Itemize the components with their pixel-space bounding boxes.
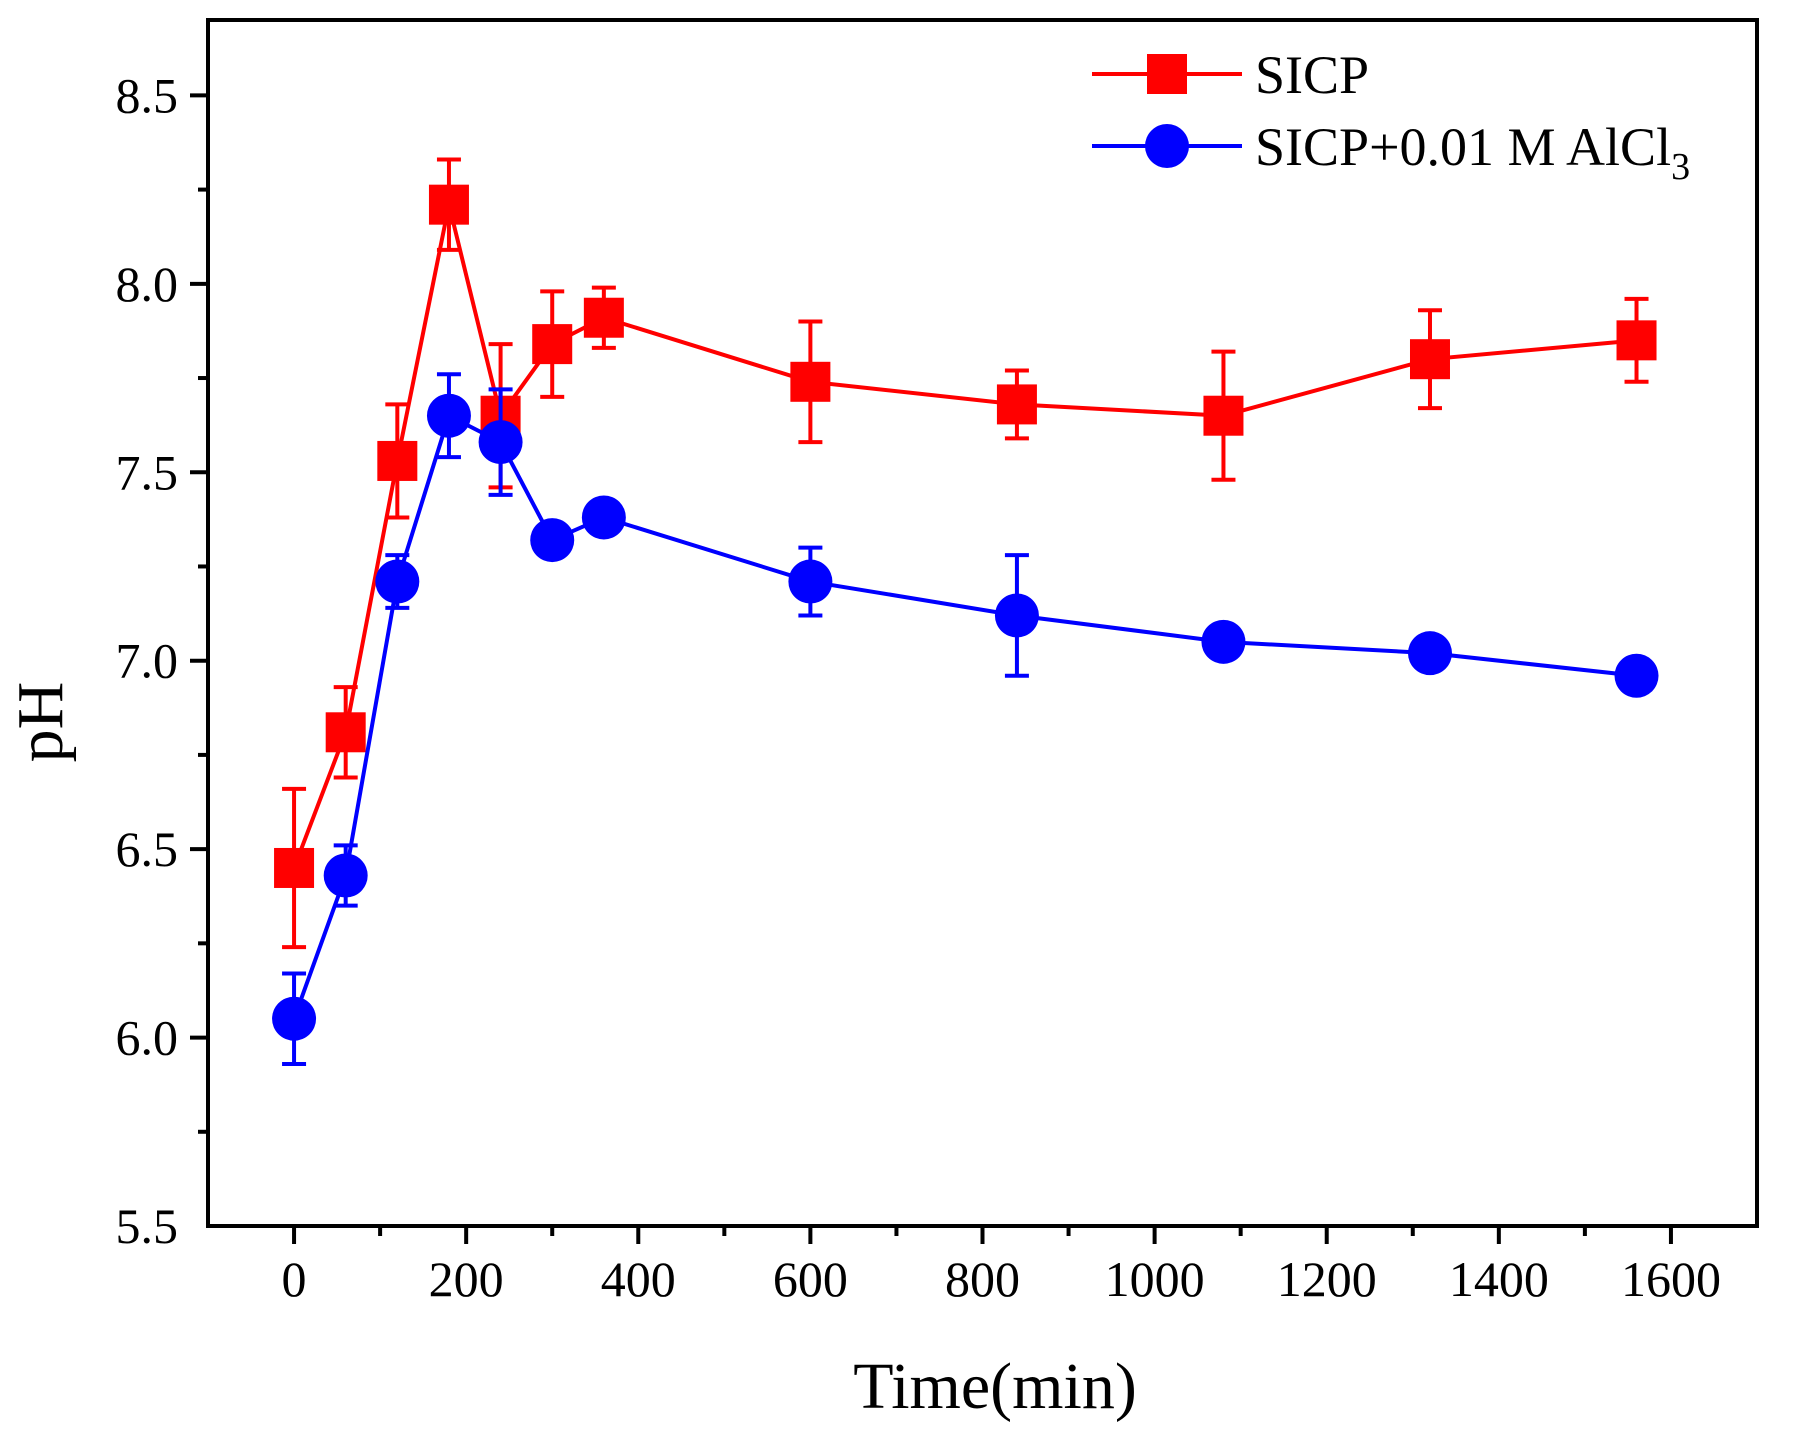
y-tick-label: 8.0 [116,256,179,312]
y-tick-label: 5.5 [116,1198,179,1254]
x-tick-label: 1400 [1449,1251,1549,1307]
legend-label-main: SICP [1255,45,1369,105]
y-tick-label: 6.5 [116,821,179,877]
data-point-square [583,297,624,338]
legend-marker-circle [1145,124,1189,168]
data-point-square [428,184,469,225]
data-point-circle [788,559,833,604]
series-line [292,412,1637,1020]
axes-layer: 0 200 400 600 800 1000 1200 1400 1600 5.5 6.0 6.5 7.… [116,18,1759,1307]
x-tick-label: 1000 [1105,1251,1205,1307]
data-point-circle [272,996,317,1041]
legend-item-sicp-alcl3: SICP+0.01 M AlCl3 [1092,117,1690,188]
data-point-circle [426,393,471,438]
legend-marker-square [1147,54,1187,94]
data-point-circle [478,420,523,465]
data-point-square [325,712,366,753]
x-tick-label: 600 [773,1251,848,1307]
data-point-circle [530,518,575,563]
x-tick-label: 200 [429,1251,504,1307]
x-tick-label: 0 [282,1251,307,1307]
series-sicp [274,157,1657,950]
data-point-circle [1201,619,1246,664]
data-point-square [1409,339,1450,380]
series-sicp-alcl3 [272,372,1659,1066]
y-tick-label: 6.0 [116,1010,179,1066]
x-tick-label: 1200 [1277,1251,1377,1307]
data-point-circle [1614,653,1659,698]
data-point-circle [581,495,626,540]
data-point-circle [375,559,420,604]
series-layer [272,157,1659,1066]
data-point-circle [994,593,1039,638]
legend-label: SICP+0.01 M AlCl3 [1255,117,1690,188]
legend-label-main: SICP+0.01 M AlCl [1255,117,1671,177]
data-point-circle [1407,631,1452,676]
data-point-square [1203,395,1244,436]
data-point-square [790,361,831,402]
data-point-circle [323,853,368,898]
data-point-square [377,440,418,481]
legend-item-sicp: SICP [1092,45,1369,105]
legend-label: SICP [1255,45,1369,105]
x-axis-title: Time(min) [853,1350,1137,1423]
legend-label-subscript: 3 [1671,146,1690,188]
x-tick-label: 400 [601,1251,676,1307]
y-axis-title: pH [4,682,77,763]
data-point-square [532,324,573,365]
data-point-square [996,384,1037,425]
series-line [292,204,1637,869]
y-tick-label: 7.0 [116,633,179,689]
data-point-square [274,847,315,888]
legend: SICP SICP+0.01 M AlCl3 [1092,45,1690,188]
x-tick-label: 800 [945,1251,1020,1307]
x-tick-label: 1600 [1621,1251,1721,1307]
y-tick-label: 8.5 [116,67,179,123]
data-point-square [1616,320,1657,361]
y-tick-label: 7.5 [116,444,179,500]
